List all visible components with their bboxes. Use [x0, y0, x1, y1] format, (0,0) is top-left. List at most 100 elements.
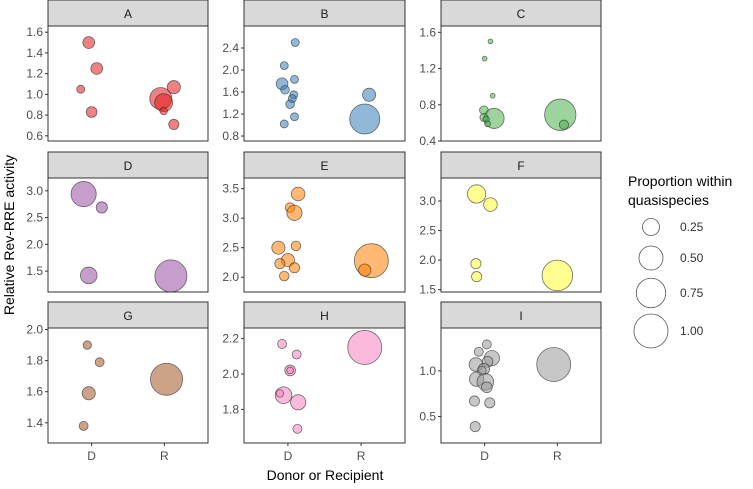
x-axis-title: Donor or Recipient: [267, 467, 384, 483]
strip-A: [47, 0, 209, 27]
bubble-D: [288, 262, 300, 274]
y-axis-title: Relative Rev-RRE activity: [1, 155, 17, 315]
bubble-R: [166, 80, 181, 95]
panel-E: E 2.0 2.5 3.0 3.5: [222, 151, 406, 293]
strip-label: G: [123, 309, 132, 323]
bubble-R: [159, 106, 168, 116]
bubble-D: [274, 258, 286, 270]
panel-B: B 0.8 1.2 1.6 2.0 2.4: [222, 0, 406, 143]
y-tick-label: 2.0: [419, 253, 436, 267]
y-tick-label: 2.5: [26, 211, 43, 225]
strip-label: A: [124, 7, 132, 21]
y-tick-label: 0.5: [419, 410, 436, 424]
bubble-R: [558, 119, 569, 130]
y-tick-label: 0.4: [419, 134, 436, 148]
y-tick-label: 1.8: [222, 402, 239, 416]
panel-border: [47, 327, 209, 444]
x-tick-label: R: [357, 449, 366, 463]
bubble-D: [81, 386, 96, 401]
bubble-D: [76, 84, 86, 94]
panel-F: F 1.5 2.0 2.5 3.0: [419, 151, 602, 297]
x-tick-label: R: [160, 449, 169, 463]
y-tick-label: 1.6: [26, 385, 43, 399]
strip-G: [47, 301, 209, 329]
panel-border: [440, 25, 602, 142]
panel-border: [440, 327, 602, 444]
y-tick-label: 2.0: [222, 367, 239, 381]
bubble-D: [279, 61, 289, 71]
bubble-R: [541, 259, 574, 292]
y-tick-label: 3.0: [26, 184, 43, 198]
x-tick-label: D: [87, 449, 96, 463]
bubble-R: [347, 330, 383, 365]
bubble-D: [469, 421, 481, 433]
strip-label: I: [519, 309, 522, 323]
bubble-D: [290, 394, 307, 411]
bubble-D: [280, 85, 290, 95]
bubble-D: [90, 62, 104, 75]
bubble-D: [468, 395, 480, 407]
y-tick-label: 0.8: [222, 129, 239, 143]
y-tick-label: 1.6: [419, 25, 436, 39]
bubble-D: [487, 38, 494, 45]
panels: A 0.6 0.8 1.0 1.2 1.4 1.6 B 0.8 1.2 1.6 2.0 2.4 C 0.4 0…: [26, 0, 602, 463]
legend-title-line-1: Proportion within: [628, 173, 732, 189]
strip-F: [440, 151, 602, 179]
legend-title-line-2: quasispecies: [628, 192, 709, 208]
bubble-D: [279, 119, 289, 129]
bubble-D: [489, 92, 496, 99]
bubble-D: [290, 186, 306, 202]
panel-border: [47, 177, 209, 293]
y-tick-label: 1.4: [26, 46, 43, 60]
legend-key-circle: [638, 245, 664, 271]
y-tick-label: 2.0: [222, 270, 239, 284]
y-tick-label: 1.0: [26, 87, 43, 101]
y-tick-label: 0.6: [26, 129, 43, 143]
strip-label: D: [124, 159, 133, 173]
legend-key-label: 0.75: [680, 286, 704, 300]
bubble-D: [70, 181, 97, 208]
panel-border: [243, 177, 406, 293]
plot-area: [244, 26, 405, 141]
bubble-D: [290, 240, 302, 252]
y-tick-label: 1.5: [419, 283, 436, 297]
plot-area: [441, 26, 601, 141]
panel-H: H 1.8 2.0 2.2 D R: [222, 301, 406, 463]
bubble-D: [286, 366, 294, 375]
y-tick-label: 1.2: [222, 107, 239, 121]
strip-C: [440, 0, 602, 27]
bubble-D: [82, 36, 96, 49]
bubble-R: [150, 362, 183, 396]
y-tick-label: 2.0: [26, 237, 43, 251]
y-tick-label: 2.2: [222, 332, 239, 346]
bubble-D: [277, 339, 287, 349]
bubble-D: [79, 266, 98, 285]
y-tick-label: 2.0: [222, 63, 239, 77]
bubble-R: [349, 103, 381, 135]
strip-E: [243, 151, 406, 179]
x-tick-label: D: [480, 449, 489, 463]
strip-label: H: [320, 309, 329, 323]
y-tick-label: 1.0: [419, 364, 436, 378]
y-tick-label: 3.0: [222, 211, 239, 225]
bubble-D: [85, 106, 98, 118]
bubble-D: [290, 74, 299, 84]
bubble-D: [94, 357, 105, 368]
bubble-D: [484, 120, 491, 128]
bubble-D: [95, 201, 108, 214]
plot-area: [441, 178, 601, 292]
y-tick-label: 0.8: [419, 98, 436, 112]
bubble-D: [481, 339, 492, 350]
bubble-D: [271, 240, 286, 255]
strip-label: F: [517, 159, 524, 173]
y-tick-label: 3.0: [419, 194, 436, 208]
y-tick-label: 1.2: [26, 67, 43, 81]
bubble-D: [291, 349, 302, 360]
y-tick-label: 1.2: [419, 62, 436, 76]
legend-key-label: 0.50: [680, 251, 704, 265]
bubble-R: [536, 347, 572, 382]
legend: Proportion within quasispecies 0.25 0.50 0…: [628, 173, 732, 349]
panel-D: D 1.5 2.0 2.5 3.0: [26, 151, 209, 293]
plot-area: [441, 328, 601, 443]
